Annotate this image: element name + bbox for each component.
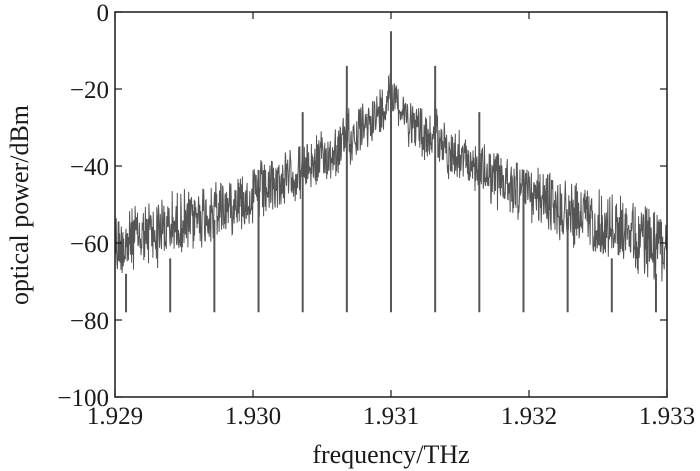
y-tick-label: −60 [70,231,109,258]
y-tick-label: −100 [57,385,109,412]
spectral-peak-group [125,31,657,313]
x-axis-label: frequency/THz [312,440,469,469]
x-tick-label: 1.931 [363,403,419,430]
y-tick-label: −80 [70,308,109,335]
y-axis-label: optical power/dBm [5,105,34,305]
y-tick-label: −40 [70,154,109,181]
x-tick-label: 1.933 [639,403,695,430]
x-tick-label: 1.929 [87,403,143,430]
x-tick-label: 1.932 [501,403,557,430]
y-tick-label: 0 [97,0,110,27]
y-axis: 0 −20 −40 −60 −80 −100 [57,0,667,412]
x-axis: 1.929 1.930 1.931 1.932 1.933 [87,12,695,430]
y-tick-label: −20 [70,77,109,104]
x-tick-label: 1.930 [225,403,281,430]
